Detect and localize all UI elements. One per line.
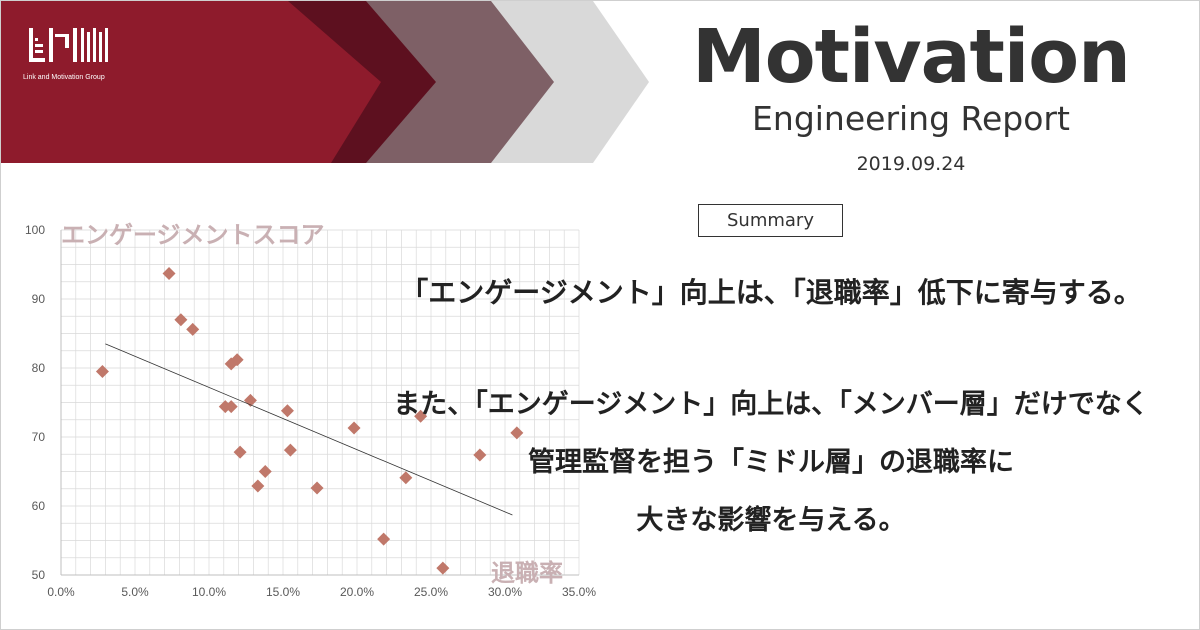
data-point [186,322,200,336]
company-logo [29,28,108,62]
x-tick-label: 30.0% [488,585,522,599]
x-tick-label: 10.0% [192,585,226,599]
data-point [347,421,361,435]
data-point [258,465,272,478]
chart-grid [61,229,580,575]
data-point [280,404,294,418]
x-tick-label: 15.0% [266,585,300,599]
data-point [436,561,450,575]
data-point [473,448,487,462]
summary-line-3: 管理監督を担う「ミドル層」の退職率に [528,447,1014,478]
scatter-chart: 50 60 70 80 90 100 0.0% 5.0% 10.0% 15.0% 20.0% 25.… [25,221,596,599]
y-axis-label: エンゲージメントスコア [61,221,325,249]
data-point [414,409,428,423]
data-point [95,364,109,378]
x-tick-label: 20.0% [340,585,374,599]
data-point [510,426,524,440]
y-tick-label: 70 [32,430,46,444]
trend-line [105,343,513,516]
y-tick-labels: 50 60 70 80 90 100 [25,223,45,582]
data-point [233,445,247,459]
report-subtitle: Engineering Report [752,99,1070,138]
y-tick-label: 90 [32,292,46,306]
summary-line-2: また、「エンゲージメント」向上は、「メンバー層」だけでなく [393,389,1149,420]
data-point [251,479,265,493]
y-tick-label: 50 [32,568,46,582]
logo-caption: Link and Motivation Group [23,74,105,81]
data-point [230,353,244,367]
x-tick-labels: 0.0% 5.0% 10.0% 15.0% 20.0% 25.0% 30.0% 35.0% [47,585,596,599]
x-axis-label: 退職率 [491,559,563,587]
data-point [377,532,391,546]
data-point [399,471,413,485]
data-point [224,400,238,414]
x-tick-label: 35.0% [562,585,596,599]
summary-label: Summary [698,204,843,237]
data-points [95,266,524,575]
x-tick-label: 25.0% [414,585,448,599]
y-tick-label: 60 [32,499,46,513]
data-point [174,313,188,327]
data-point [283,443,297,457]
summary-line-1: 「エンゲージメント」向上は、「退職率」低下に寄与する。 [400,276,1142,309]
data-point [224,357,238,371]
data-point [310,481,324,495]
summary-line-4: 大きな影響を与える。 [636,505,906,536]
y-tick-label: 100 [25,223,45,237]
x-tick-label: 5.0% [121,585,149,599]
data-point [162,266,176,280]
x-tick-label: 0.0% [47,585,75,599]
y-tick-label: 80 [32,361,46,375]
report-date: 2019.09.24 [856,153,966,175]
report-title: Motivation [692,14,1131,100]
